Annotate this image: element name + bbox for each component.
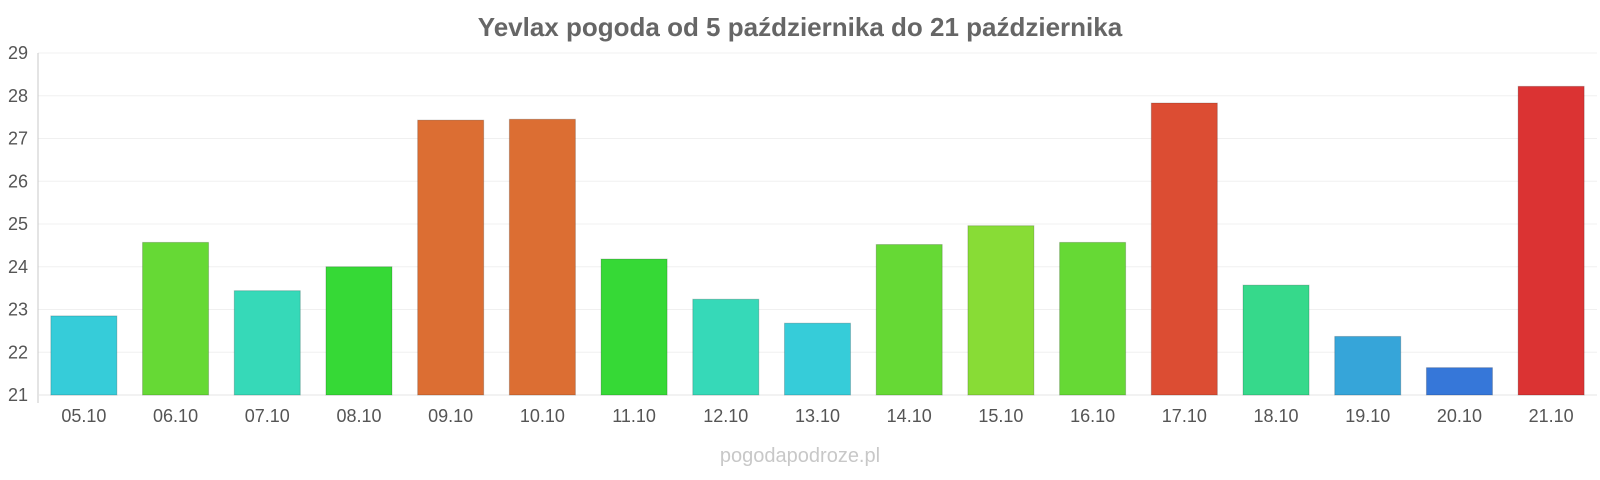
x-tick-label: 19.10 [1345, 406, 1390, 426]
y-tick-label: 24 [8, 257, 28, 277]
y-tick-label: 28 [8, 86, 28, 106]
x-tick-label: 08.10 [336, 406, 381, 426]
bar-18.10 [1242, 284, 1310, 396]
bar-06.10 [142, 241, 210, 396]
watermark-text: pogodapodroze.pl [720, 445, 880, 467]
bar-15.10 [967, 225, 1035, 396]
x-tick-label: 12.10 [703, 406, 748, 426]
y-tick-label: 25 [8, 214, 28, 234]
bar-16.10 [1059, 241, 1127, 396]
bar-05.10 [50, 315, 118, 396]
x-tick-label: 06.10 [153, 406, 198, 426]
x-tick-label: 13.10 [795, 406, 840, 426]
y-tick-label: 27 [8, 129, 28, 149]
bar-12.10 [692, 298, 760, 396]
bar-20.10 [1425, 367, 1493, 396]
bar-07.10 [233, 290, 301, 396]
bar-21.10 [1517, 85, 1585, 396]
bar-14.10 [875, 244, 943, 396]
x-axis-ticks: 05.10 06.10 07.10 08.10 09.10 10.10 11.10 12.10… [61, 406, 1573, 426]
y-tick-label: 21 [8, 385, 28, 405]
bar-09.10 [417, 119, 485, 396]
bar-10.10 [508, 118, 576, 396]
y-tick-label: 23 [8, 300, 28, 320]
bars [50, 85, 1585, 396]
x-tick-label: 09.10 [428, 406, 473, 426]
x-tick-label: 16.10 [1070, 406, 1115, 426]
x-tick-label: 21.10 [1529, 406, 1574, 426]
y-tick-label: 22 [8, 342, 28, 362]
chart-title: Yevlax pogoda od 5 października do 21 pa… [478, 12, 1123, 42]
y-axis-ticks: 21 22 23 24 25 26 27 28 29 [8, 43, 28, 405]
bar-13.10 [783, 322, 852, 396]
y-tick-label: 26 [8, 171, 28, 191]
bar-08.10 [325, 266, 393, 396]
x-tick-label: 11.10 [612, 406, 656, 426]
bar-17.10 [1150, 102, 1218, 396]
x-tick-label: 05.10 [61, 406, 106, 426]
x-tick-label: 15.10 [978, 406, 1023, 426]
x-tick-label: 18.10 [1254, 406, 1299, 426]
x-tick-label: 17.10 [1162, 406, 1207, 426]
bar-11.10 [600, 258, 668, 396]
x-tick-label: 07.10 [245, 406, 290, 426]
x-tick-label: 14.10 [887, 406, 932, 426]
x-tick-label: 20.10 [1437, 406, 1482, 426]
y-tick-label: 29 [8, 43, 28, 63]
x-tick-label: 10.10 [520, 406, 565, 426]
bar-19.10 [1334, 335, 1402, 396]
